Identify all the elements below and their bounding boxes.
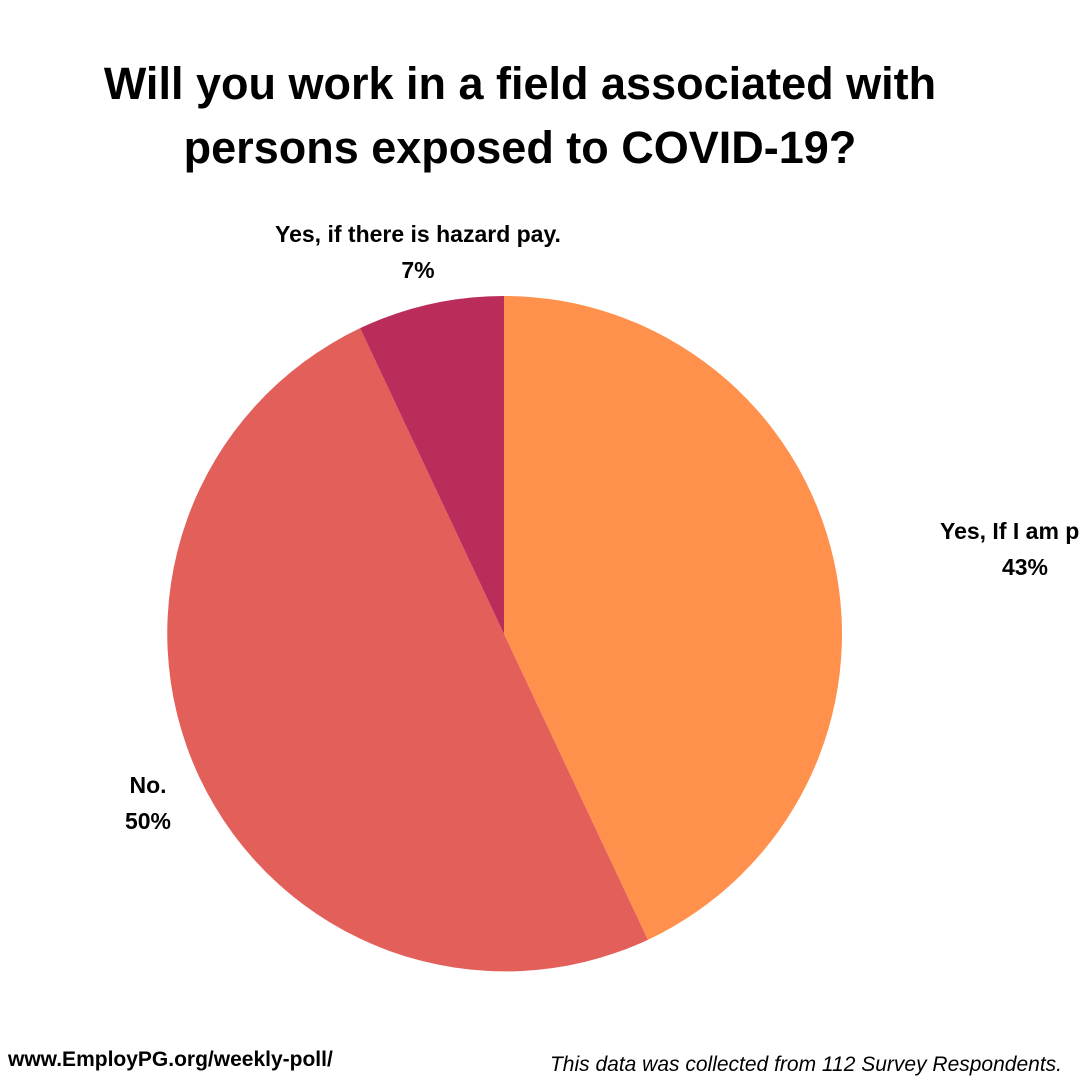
chart-title-line-1: Will you work in a field associated with (103, 58, 937, 109)
pie-slice (167, 328, 648, 972)
slice-label: Yes, If I am prot (940, 518, 1080, 544)
slice-label: No. (129, 772, 166, 798)
slice-value-label: 50% (125, 808, 171, 834)
pie-slice (504, 296, 842, 940)
slice-value-label: 43% (1002, 554, 1048, 580)
slice-value-label: 7% (401, 257, 434, 283)
chart-title: Will you work in a field associated with… (0, 52, 1040, 180)
website-link[interactable]: www.EmployPG.org/weekly-poll/ (8, 1048, 333, 1071)
data-source-note: This data was collected from 112 Survey … (549, 1053, 1062, 1076)
pie-slice (360, 296, 504, 634)
chart-title-line-2: persons exposed to COVID-19? (183, 122, 857, 173)
slice-label: Yes, if there is hazard pay. (275, 221, 561, 247)
